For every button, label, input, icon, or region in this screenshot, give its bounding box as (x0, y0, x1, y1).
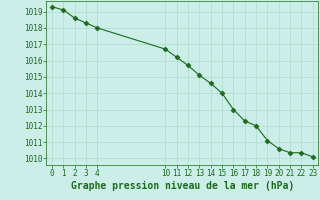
X-axis label: Graphe pression niveau de la mer (hPa): Graphe pression niveau de la mer (hPa) (71, 181, 294, 191)
